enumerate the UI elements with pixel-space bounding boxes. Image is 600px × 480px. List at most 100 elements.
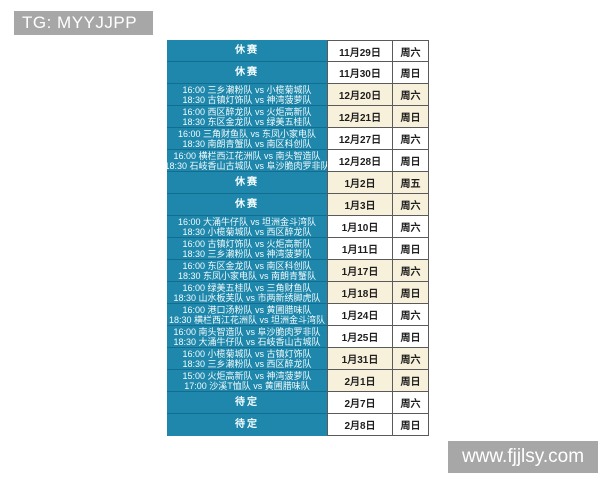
match-text: 16:00 三角财鱼队 vs 东凤小家电队 xyxy=(177,128,317,139)
table-row: 16:00 西区醉龙队 vs 火炬高新队 18:30 东区金龙队 vs 绿美五桂队… xyxy=(167,106,429,128)
weekday-cell: 周六 xyxy=(393,348,429,370)
match-text: 18:30 大涌牛仔队 vs 石岐香山古城队 xyxy=(173,336,321,347)
match-cell: 16:00 港口汤粉队 vs 黄圃腊味队 18:30 横栏西江花洲队 vs 坦洲金… xyxy=(167,304,327,326)
table-row: 休赛 11月29日 周六 xyxy=(167,40,429,62)
match-cell: 16:00 南头智造队 vs 阜沙脆肉罗非队 18:30 大涌牛仔队 vs 石岐香… xyxy=(167,326,327,348)
weekday-cell: 周六 xyxy=(393,304,429,326)
match-cell: 16:00 绿美五桂队 vs 三角财鱼队 18:30 山水板芙队 vs 市两新绣脚… xyxy=(167,282,327,304)
table-row: 待定 2月7日 周六 xyxy=(167,392,429,414)
match-cell: 16:00 古镇灯饰队 vs 火炬高新队 18:30 三乡濑粉队 vs 神湾菠萝队 xyxy=(167,238,327,260)
date-cell: 11月29日 xyxy=(327,40,393,62)
match-text: 16:00 大涌牛仔队 vs 坦洲金斗湾队 xyxy=(177,216,317,227)
match-text: 16:00 西区醉龙队 vs 火炬高新队 xyxy=(182,106,312,117)
weekday-cell: 周日 xyxy=(393,282,429,304)
match-text: 16:00 小榄菊城队 vs 古镇灯饰队 xyxy=(182,348,312,359)
match-text: 16:00 横栏西江花洲队 vs 南头智造队 xyxy=(173,150,321,161)
weekday-cell: 周六 xyxy=(393,84,429,106)
match-text: 18:30 东凤小家电队 vs 南朗青蟹队 xyxy=(177,270,317,281)
status-label: 待定 xyxy=(235,396,259,408)
date-cell: 1月11日 xyxy=(327,238,393,260)
table-row: 16:00 古镇灯饰队 vs 火炬高新队 18:30 三乡濑粉队 vs 神湾菠萝队… xyxy=(167,238,429,260)
match-cell: 休赛 xyxy=(167,62,327,84)
date-cell: 11月30日 xyxy=(327,62,393,84)
status-label: 休赛 xyxy=(235,176,259,188)
match-text: 16:00 南头智造队 vs 阜沙脆肉罗非队 xyxy=(173,326,321,337)
match-text: 16:00 三乡濑粉队 vs 小榄菊城队 xyxy=(182,84,312,95)
table-row: 16:00 横栏西江花洲队 vs 南头智造队 18:30 石岐香山古城队 vs 阜… xyxy=(164,150,429,172)
match-cell: 16:00 小榄菊城队 vs 古镇灯饰队 18:30 三乡濑粉队 vs 西区醉龙队 xyxy=(167,348,327,370)
date-cell: 1月2日 xyxy=(327,172,393,194)
table-row: 休赛 1月3日 周六 xyxy=(167,194,429,216)
date-cell: 12月21日 xyxy=(327,106,393,128)
match-cell: 16:00 大涌牛仔队 vs 坦洲金斗湾队 18:30 小榄菊城队 vs 西区醉龙… xyxy=(167,216,327,238)
status-label: 休赛 xyxy=(235,198,259,210)
weekday-cell: 周日 xyxy=(393,238,429,260)
date-cell: 1月31日 xyxy=(327,348,393,370)
match-cell: 16:00 横栏西江花洲队 vs 南头智造队 18:30 石岐香山古城队 vs 阜… xyxy=(164,150,330,172)
weekday-cell: 周日 xyxy=(393,62,429,84)
weekday-cell: 周六 xyxy=(393,260,429,282)
match-text: 18:30 石岐香山古城队 vs 阜沙脆肉罗非队 xyxy=(164,160,330,171)
date-cell: 1月3日 xyxy=(327,194,393,216)
weekday-cell: 周日 xyxy=(393,326,429,348)
match-text: 16:00 港口汤粉队 vs 黄圃腊味队 xyxy=(182,304,312,315)
match-cell: 16:00 三乡濑粉队 vs 小榄菊城队 18:30 古镇灯饰队 vs 神湾菠萝队 xyxy=(167,84,327,106)
match-cell: 休赛 xyxy=(167,194,327,216)
match-cell: 待定 xyxy=(167,414,327,436)
match-cell: 待定 xyxy=(167,392,327,414)
weekday-cell: 周日 xyxy=(393,414,429,436)
match-schedule-table: 休赛 11月29日 周六 休赛 11月30日 周日 16:00 三乡濑粉队 vs 小榄菊城队… xyxy=(164,40,429,436)
table-row: 16:00 绿美五桂队 vs 三角财鱼队 18:30 山水板芙队 vs 市两新绣脚… xyxy=(167,282,429,304)
match-text: 18:30 小榄菊城队 vs 西区醉龙队 xyxy=(182,226,312,237)
table-row: 15:00 火炬高新队 vs 神湾菠萝队 17:00 沙溪T恤队 vs 黄圃腊味队… xyxy=(167,370,429,392)
table-row: 16:00 大涌牛仔队 vs 坦洲金斗湾队 18:30 小榄菊城队 vs 西区醉龙… xyxy=(167,216,429,238)
date-cell: 2月7日 xyxy=(327,392,393,414)
website-watermark-badge: www.fjjlsy.com xyxy=(448,441,598,473)
match-cell: 16:00 东区金龙队 vs 南区科创队 18:30 东凤小家电队 vs 南朗青蟹… xyxy=(167,260,327,282)
match-text: 18:30 三乡濑粉队 vs 西区醉龙队 xyxy=(182,358,312,369)
weekday-cell: 周日 xyxy=(393,106,429,128)
weekday-cell: 周五 xyxy=(393,172,429,194)
match-text: 16:00 绿美五桂队 vs 三角财鱼队 xyxy=(182,282,312,293)
weekday-cell: 周六 xyxy=(393,128,429,150)
weekday-cell: 周日 xyxy=(393,370,429,392)
date-cell: 12月28日 xyxy=(327,150,393,172)
match-text: 18:30 古镇灯饰队 vs 神湾菠萝队 xyxy=(182,94,312,105)
table-row: 16:00 港口汤粉队 vs 黄圃腊味队 18:30 横栏西江花洲队 vs 坦洲金… xyxy=(167,304,429,326)
match-text: 16:00 古镇灯饰队 vs 火炬高新队 xyxy=(182,238,312,249)
match-text: 16:00 东区金龙队 vs 南区科创队 xyxy=(182,260,312,271)
match-text: 18:30 三乡濑粉队 vs 神湾菠萝队 xyxy=(182,248,312,259)
match-text: 18:30 横栏西江花洲队 vs 坦洲金斗湾队 xyxy=(168,314,326,325)
match-text: 18:30 东区金龙队 vs 绿美五桂队 xyxy=(182,116,312,127)
table-row: 16:00 东区金龙队 vs 南区科创队 18:30 东凤小家电队 vs 南朗青蟹… xyxy=(167,260,429,282)
match-cell: 休赛 xyxy=(167,40,327,62)
tg-watermark-badge: TG: MYYJJPP xyxy=(14,11,153,35)
date-cell: 1月24日 xyxy=(327,304,393,326)
match-cell: 休赛 xyxy=(167,172,327,194)
match-cell: 16:00 西区醉龙队 vs 火炬高新队 18:30 东区金龙队 vs 绿美五桂队 xyxy=(167,106,327,128)
date-cell: 2月8日 xyxy=(327,414,393,436)
date-cell: 1月10日 xyxy=(327,216,393,238)
table-row: 16:00 三角财鱼队 vs 东凤小家电队 18:30 南朗青蟹队 vs 南区科创… xyxy=(167,128,429,150)
table-row: 休赛 1月2日 周五 xyxy=(167,172,429,194)
table-row: 16:00 南头智造队 vs 阜沙脆肉罗非队 18:30 大涌牛仔队 vs 石岐香… xyxy=(167,326,429,348)
match-text: 18:30 山水板芙队 vs 市两新绣脚虎队 xyxy=(173,292,321,303)
weekday-cell: 周六 xyxy=(393,392,429,414)
table-row: 16:00 三乡濑粉队 vs 小榄菊城队 18:30 古镇灯饰队 vs 神湾菠萝队… xyxy=(167,84,429,106)
status-label: 休赛 xyxy=(235,66,259,78)
date-cell: 1月25日 xyxy=(327,326,393,348)
match-text: 18:30 南朗青蟹队 vs 南区科创队 xyxy=(182,138,312,149)
weekday-cell: 周六 xyxy=(393,216,429,238)
table-row: 待定 2月8日 周日 xyxy=(167,414,429,436)
weekday-cell: 周六 xyxy=(393,40,429,62)
match-cell: 15:00 火炬高新队 vs 神湾菠萝队 17:00 沙溪T恤队 vs 黄圃腊味队 xyxy=(167,370,327,392)
table-row: 休赛 11月30日 周日 xyxy=(167,62,429,84)
date-cell: 1月18日 xyxy=(327,282,393,304)
match-text: 17:00 沙溪T恤队 vs 黄圃腊味队 xyxy=(184,380,310,391)
match-text: 15:00 火炬高新队 vs 神湾菠萝队 xyxy=(182,370,312,381)
match-cell: 16:00 三角财鱼队 vs 东凤小家电队 18:30 南朗青蟹队 vs 南区科创… xyxy=(167,128,327,150)
date-cell: 12月27日 xyxy=(327,128,393,150)
weekday-cell: 周日 xyxy=(393,150,429,172)
date-cell: 12月20日 xyxy=(327,84,393,106)
table-row: 16:00 小榄菊城队 vs 古镇灯饰队 18:30 三乡濑粉队 vs 西区醉龙队… xyxy=(167,348,429,370)
